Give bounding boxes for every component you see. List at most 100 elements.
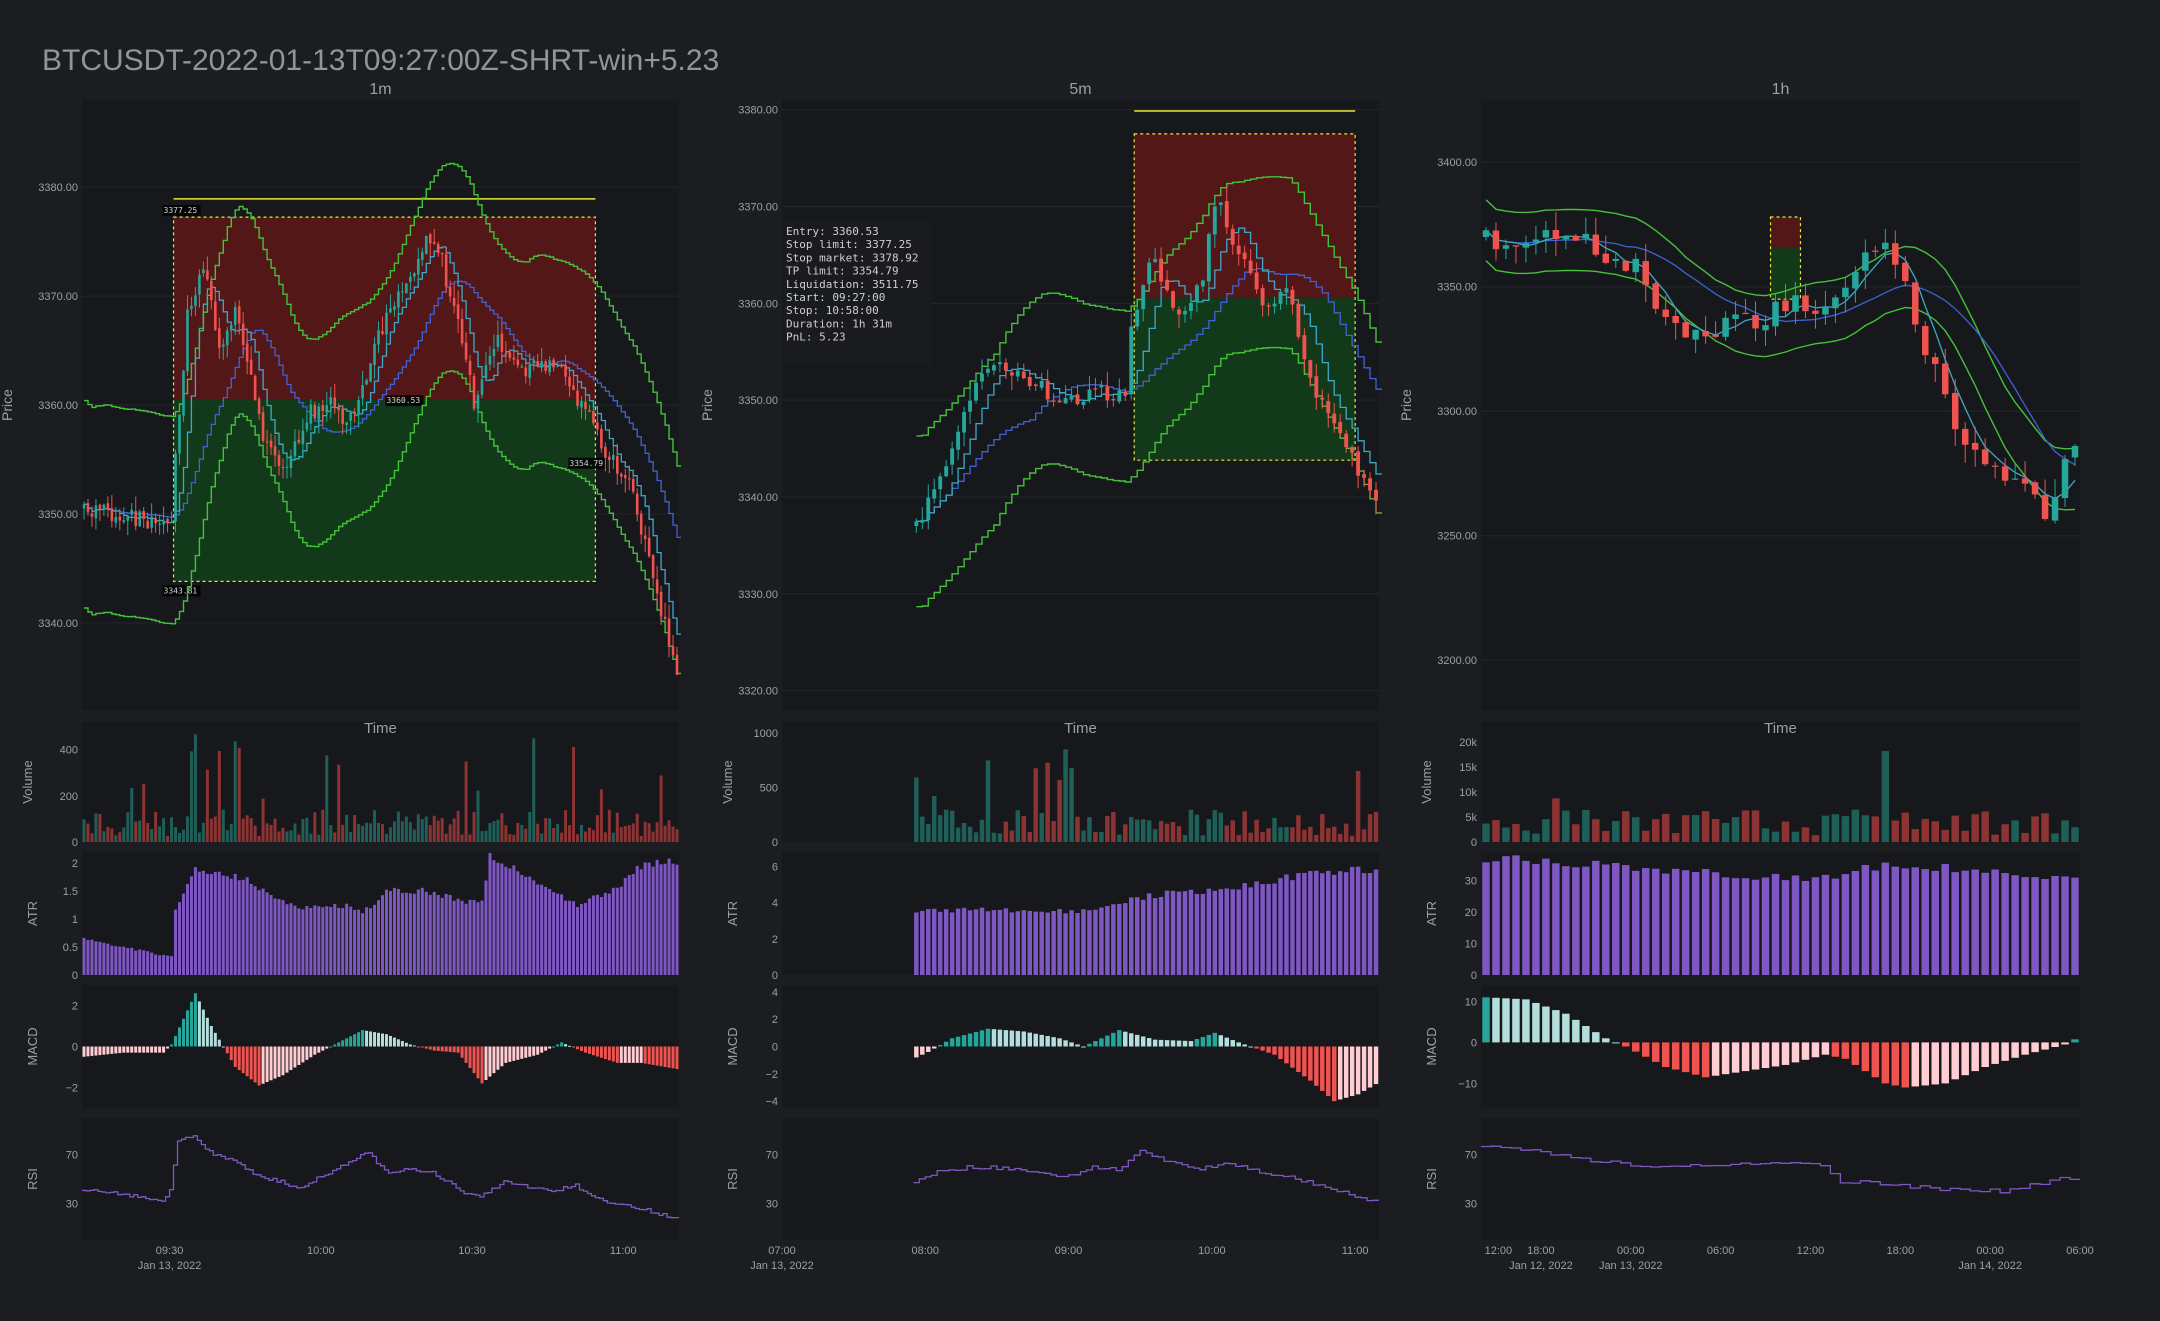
candle-body — [2031, 482, 2039, 495]
atr-bar — [675, 864, 679, 975]
atr-bar — [1592, 860, 1600, 975]
candle-body — [357, 400, 360, 415]
macd-bar — [1140, 1036, 1146, 1047]
macd-bar — [313, 1046, 317, 1055]
candle — [2071, 444, 2079, 466]
candle — [237, 300, 241, 335]
candle — [1153, 247, 1158, 264]
atr-bar — [261, 888, 265, 975]
volume-bar — [1761, 828, 1770, 842]
plot-area-macd — [1481, 985, 2080, 1108]
macd-bar — [416, 1046, 420, 1048]
candle — [174, 450, 177, 533]
candle-body — [1218, 202, 1223, 206]
candle-body — [544, 361, 547, 371]
candle — [1356, 446, 1361, 489]
candle-body — [1822, 307, 1829, 315]
atr-tick-label: 10 — [1465, 938, 1477, 950]
volume-bar — [225, 830, 229, 842]
candle-body — [1872, 250, 1879, 252]
candle — [1027, 369, 1032, 391]
volume-bar — [564, 810, 568, 842]
atr-bar — [536, 884, 540, 975]
atr-bar — [1661, 873, 1670, 975]
candle — [623, 468, 627, 493]
atr-bar — [273, 898, 277, 975]
candle — [1320, 389, 1325, 409]
volume-axis-label: Volume — [720, 760, 735, 803]
macd-bar — [277, 1046, 281, 1077]
volume-bar — [1003, 821, 1009, 842]
candle-body — [2021, 478, 2029, 484]
atr-bar — [460, 900, 464, 975]
macd-bar — [1343, 1046, 1349, 1098]
volume-bar — [325, 755, 329, 842]
atr-bar — [269, 894, 273, 975]
volume-bar — [257, 835, 261, 842]
volume-bar — [174, 827, 178, 842]
x-axis-label: Time — [364, 720, 397, 737]
candle-body — [333, 397, 337, 408]
candle — [2011, 464, 2019, 480]
volume-bar — [181, 829, 185, 842]
macd-bar — [106, 1046, 110, 1055]
candle-body — [1105, 386, 1110, 401]
atr-bar — [1015, 911, 1021, 975]
atr-bar — [615, 887, 619, 975]
candle — [608, 451, 611, 474]
macd-bar — [1841, 1042, 1850, 1059]
volume-bar — [647, 823, 651, 842]
volume-tick-label: 200 — [60, 791, 78, 803]
macd-bar — [301, 1046, 305, 1063]
volume-tick-label: 10k — [1459, 787, 1477, 799]
candle — [417, 247, 420, 282]
atr-bar — [1522, 860, 1530, 975]
candle — [1842, 277, 1849, 313]
candle-body — [938, 476, 943, 490]
candle-body — [456, 304, 460, 319]
candle-body — [142, 511, 145, 520]
candle — [572, 372, 575, 391]
candle-body — [436, 243, 440, 254]
volume-bar — [651, 831, 655, 842]
volume-bar — [1284, 826, 1289, 842]
atr-bar — [301, 909, 305, 975]
atr-bar — [1991, 869, 1999, 975]
atr-bar — [1602, 864, 1610, 975]
volume-bar — [1296, 815, 1301, 842]
volume-bar — [1224, 825, 1230, 842]
atr-bar — [1254, 881, 1259, 975]
candle-body — [241, 323, 245, 345]
macd-bar — [1367, 1046, 1373, 1088]
volume-bar — [1212, 810, 1218, 842]
candle — [1159, 247, 1164, 287]
macd-bar — [520, 1046, 524, 1059]
candle-body — [1194, 285, 1199, 302]
atr-bar — [1582, 866, 1590, 975]
atr-bar — [1045, 912, 1050, 975]
atr-bar — [1781, 880, 1790, 975]
candle-body — [1492, 230, 1500, 250]
macd-bar — [452, 1046, 456, 1053]
volume-bar — [659, 775, 663, 842]
candle — [1672, 310, 1679, 340]
volume-bar — [1123, 824, 1128, 842]
candle — [218, 317, 221, 359]
atr-bar — [333, 903, 337, 975]
atr-bar — [560, 894, 564, 975]
macd-bar — [508, 1046, 512, 1062]
atr-bar — [1841, 874, 1850, 975]
candle — [1822, 290, 1829, 325]
atr-bar — [138, 949, 142, 975]
candle-body — [110, 508, 114, 522]
candle-body — [1177, 309, 1181, 315]
atr-bar — [1911, 867, 1920, 975]
volume-bar — [1206, 819, 1212, 842]
macd-bar — [997, 1029, 1003, 1047]
price-label: 3360.53 — [386, 396, 420, 405]
volume-bar — [1200, 835, 1206, 842]
candle-body — [1314, 376, 1319, 398]
macd-bar — [209, 1026, 213, 1047]
x-tick-label: 10:00 — [307, 1245, 335, 1257]
candle — [655, 565, 659, 606]
